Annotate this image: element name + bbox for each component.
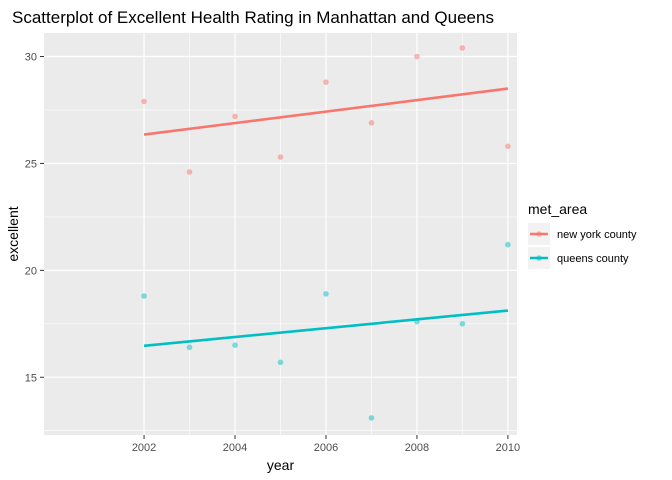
legend-label: queens county [557, 253, 629, 265]
chart-title: Scatterplot of Excellent Health Rating i… [12, 8, 494, 27]
data-point [186, 169, 193, 175]
data-point [277, 154, 284, 160]
y-tick-label: 20 [25, 265, 37, 277]
data-point [459, 321, 466, 327]
legend-title: met_area [528, 201, 587, 217]
y-axis-ticks: 15 20 25 30 [25, 52, 44, 384]
data-point [323, 79, 329, 85]
y-axis-title: excellent [5, 206, 21, 261]
legend: met_area new york county queens county [528, 201, 637, 269]
x-axis-ticks: 2002 2004 2006 2008 2010 [132, 435, 520, 454]
trend-lines [143, 87, 509, 348]
data-point [323, 291, 329, 297]
minor-grid [44, 33, 517, 435]
data-point [414, 318, 420, 325]
data-point [186, 344, 193, 351]
data-point [368, 415, 375, 421]
legend-items: new york county queens county [528, 223, 637, 269]
legend-key-point [536, 231, 542, 237]
x-tick-label: 2010 [496, 442, 520, 454]
data-point [277, 359, 284, 366]
x-tick-label: 2002 [132, 442, 156, 454]
data-point [459, 45, 466, 51]
data-point [414, 53, 420, 60]
trend-line-new-york-county [143, 87, 509, 136]
data-points [141, 45, 511, 421]
data-point [232, 113, 238, 120]
data-point [141, 98, 147, 105]
y-tick-label: 30 [25, 52, 37, 64]
legend-key-point [536, 255, 542, 261]
data-point [505, 143, 511, 150]
y-tick-label: 15 [25, 372, 37, 384]
legend-label: new york county [557, 229, 637, 241]
data-point [368, 120, 375, 126]
x-axis-title: year [267, 457, 295, 473]
data-point [505, 241, 511, 248]
x-tick-label: 2004 [223, 442, 247, 454]
data-point [141, 293, 147, 299]
y-tick-label: 25 [25, 158, 37, 170]
trend-line-queens-county [143, 309, 509, 348]
x-tick-label: 2008 [405, 442, 429, 454]
data-point [232, 342, 238, 348]
x-tick-label: 2006 [314, 442, 338, 454]
